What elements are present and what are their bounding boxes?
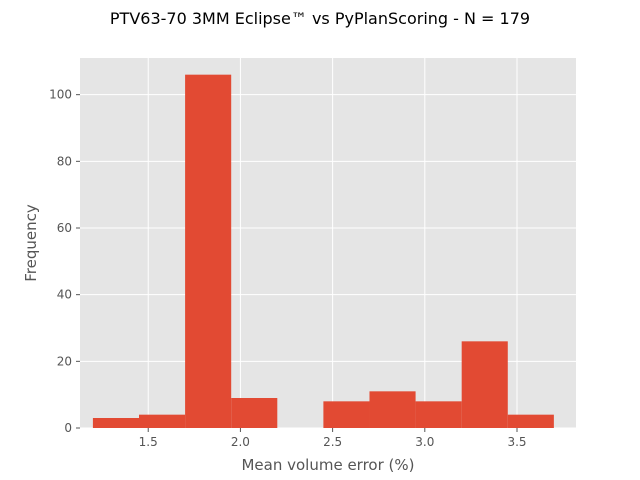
histogram-bar xyxy=(231,398,278,428)
x-axis-ticks: 1.5 2.0 2.5 3.0 3.5 xyxy=(139,428,527,449)
histogram-bar xyxy=(139,414,186,428)
histogram-bars xyxy=(92,74,554,429)
grid-lines xyxy=(80,58,576,429)
chart-title: PTV63-70 3MM Eclipse™ vs PyPlanScoring -… xyxy=(110,9,530,28)
y-tick-label: 40 xyxy=(57,288,72,302)
y-axis-ticks: 0 20 40 60 80 100 xyxy=(49,88,80,435)
histogram-bar xyxy=(461,341,508,428)
y-tick-label: 60 xyxy=(57,221,72,235)
x-tick-label: 3.5 xyxy=(507,435,526,449)
histogram-bar xyxy=(415,401,462,428)
y-axis-label: Frequency xyxy=(22,204,40,282)
y-tick-label: 80 xyxy=(57,154,72,168)
x-tick-label: 1.5 xyxy=(139,435,158,449)
x-tick-label: 2.0 xyxy=(231,435,250,449)
y-tick-label: 0 xyxy=(64,421,72,435)
histogram-bar xyxy=(323,401,370,428)
x-tick-label: 2.5 xyxy=(323,435,342,449)
y-tick-label: 20 xyxy=(57,354,72,368)
x-axis-label: Mean volume error (%) xyxy=(241,456,414,474)
histogram-bar xyxy=(369,391,416,428)
y-tick-label: 100 xyxy=(49,88,72,102)
histogram-bar xyxy=(185,74,232,429)
histogram-bar xyxy=(92,418,140,428)
histogram-bar xyxy=(507,414,554,428)
x-tick-label: 3.0 xyxy=(415,435,434,449)
